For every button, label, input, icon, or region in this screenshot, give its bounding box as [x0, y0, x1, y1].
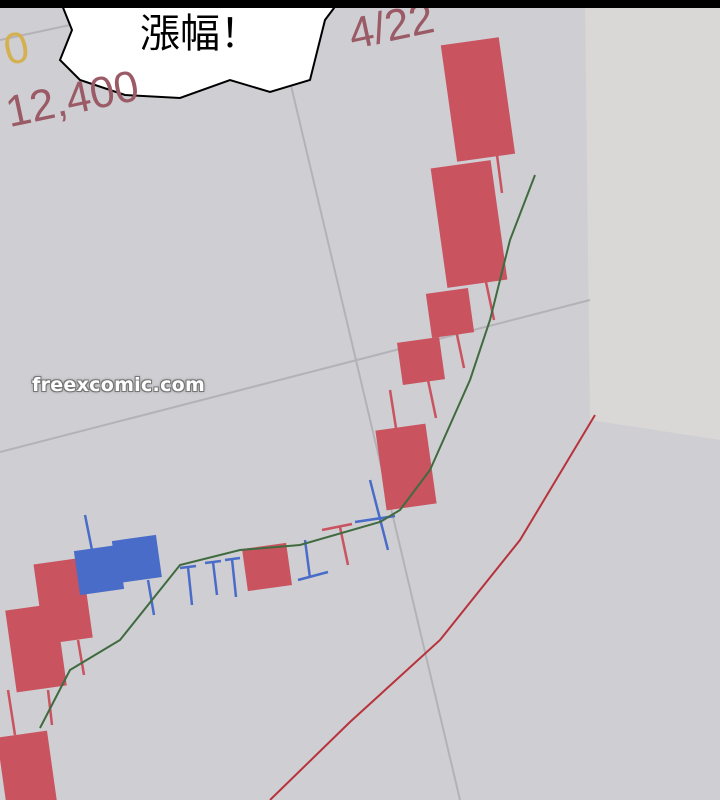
- candle-bullish: [0, 689, 58, 800]
- speech-bubble-text: 漲幅！: [140, 11, 260, 57]
- candle-bearish: [111, 534, 162, 616]
- candle-bullish: [396, 336, 446, 419]
- doji: [297, 539, 329, 582]
- candlestick-chart-photo: [0, 8, 720, 800]
- grid-line: [284, 59, 461, 800]
- candles: [0, 37, 516, 800]
- watermark: freexcomic.com: [32, 374, 206, 396]
- candle-bullish: [425, 288, 475, 369]
- doji: [224, 556, 241, 598]
- candle-bullish: [430, 160, 508, 321]
- candle-bearish: [73, 514, 125, 596]
- grid-line: [0, 299, 591, 453]
- comic-panel: 0 12,400 4/22 漲幅！ freexcomic.com: [0, 8, 720, 800]
- candle-bullish: [242, 542, 292, 592]
- doji: [179, 564, 197, 606]
- candle-bullish: [33, 557, 93, 676]
- candle-bullish: [440, 37, 516, 194]
- short-moving-average-line: [39, 174, 536, 729]
- doji: [204, 559, 222, 596]
- candle-bullish: [375, 389, 437, 511]
- long-moving-average-line: [269, 414, 596, 800]
- speech-bubble: [58, 8, 336, 100]
